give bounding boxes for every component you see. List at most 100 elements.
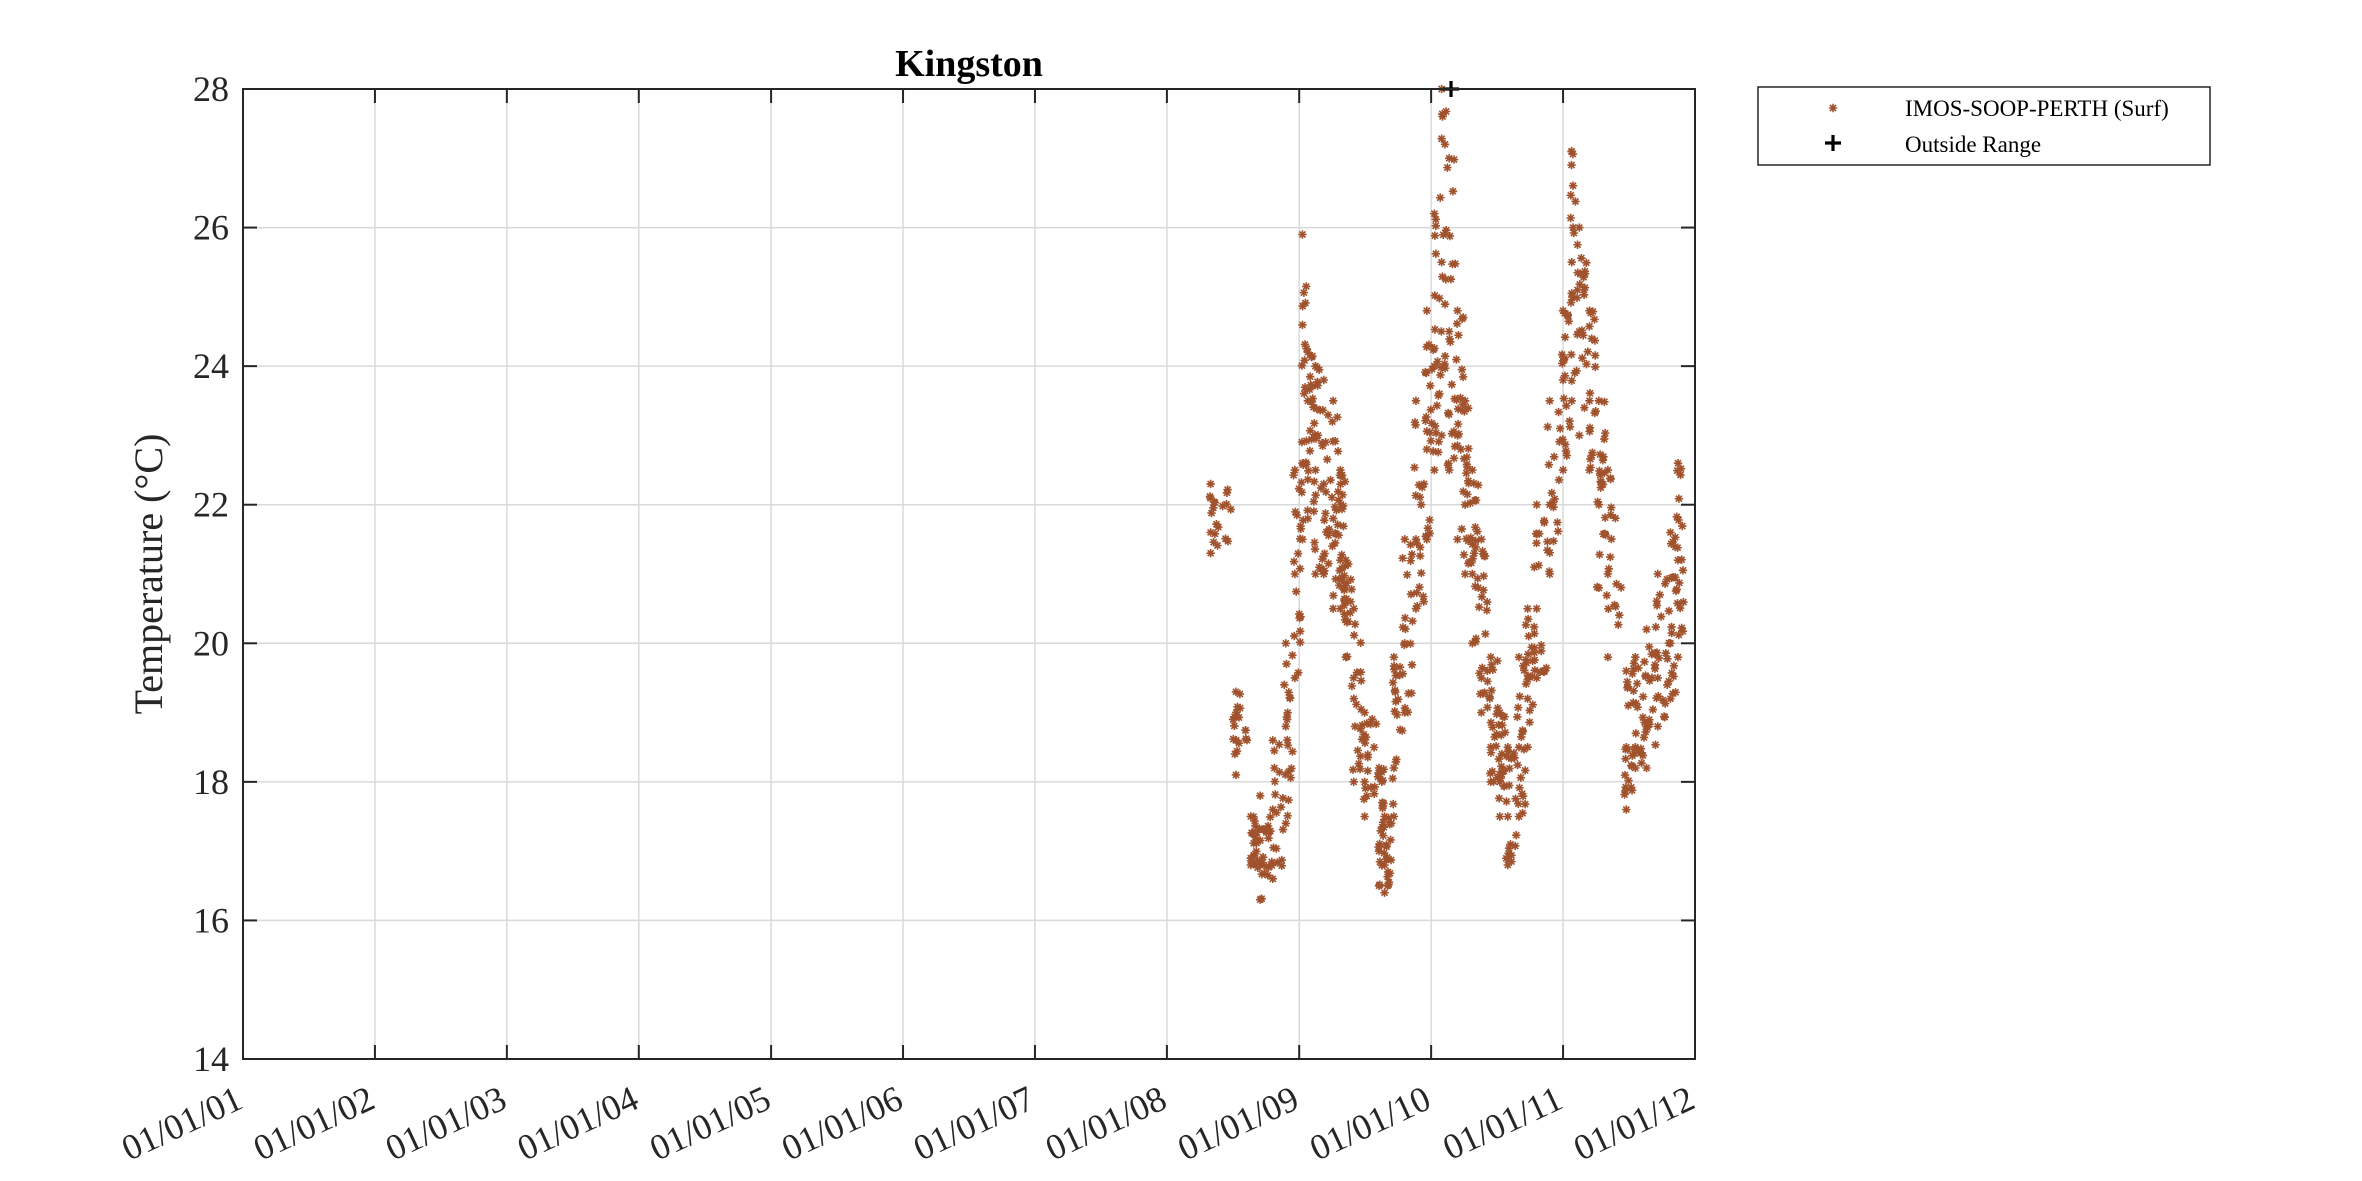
- data-point: [1543, 422, 1552, 432]
- data-point: [1257, 869, 1267, 879]
- data-point: [1567, 289, 1576, 298]
- data-point: [1471, 582, 1480, 591]
- data-point: [1647, 649, 1656, 659]
- data-point: [1600, 397, 1609, 406]
- data-point: [1607, 534, 1616, 544]
- data-point: [1350, 722, 1360, 731]
- data-point: [1380, 812, 1389, 821]
- data-point: [1333, 447, 1343, 456]
- data-point: [1431, 221, 1441, 230]
- data-point: [1312, 404, 1321, 414]
- data-point: [1587, 334, 1596, 343]
- data-point: [1454, 429, 1464, 439]
- data-point: [1669, 661, 1679, 671]
- data-point: [1389, 799, 1398, 809]
- data-point: [1530, 643, 1539, 653]
- data-point: [1445, 327, 1454, 336]
- data-point: [1477, 673, 1486, 683]
- data-point: [1306, 380, 1316, 390]
- data-point: [1594, 396, 1604, 405]
- data-point: [1331, 574, 1340, 584]
- data-point: [1363, 766, 1372, 776]
- data-point: [1275, 767, 1284, 777]
- data-point: [1521, 679, 1531, 689]
- data-point: [1513, 760, 1522, 770]
- data-point: [1278, 794, 1288, 803]
- data-point: [1463, 490, 1472, 499]
- data-point: [1517, 732, 1526, 742]
- data-point: [1218, 501, 1227, 511]
- data-point: [1479, 585, 1488, 595]
- data-point: [1496, 773, 1505, 783]
- data-point: [1253, 856, 1262, 866]
- data-point: [1268, 736, 1278, 745]
- data-point: [1528, 672, 1537, 681]
- data-point: [1400, 703, 1410, 713]
- data-point: [1456, 405, 1465, 414]
- data-point: [1664, 638, 1674, 648]
- data-point: [1585, 423, 1595, 433]
- data-point: [1308, 394, 1317, 403]
- data-point: [1462, 534, 1471, 543]
- data-point: [1360, 777, 1369, 787]
- data-point: [1390, 707, 1399, 716]
- data-point: [1677, 623, 1686, 633]
- data-point: [1543, 537, 1552, 546]
- x-tick-label: 01/01/03: [379, 1078, 512, 1168]
- data-point: [1377, 777, 1387, 786]
- data-point: [1622, 666, 1631, 676]
- data-point: [1494, 794, 1504, 803]
- data-point: [1464, 444, 1473, 453]
- data-point: [1296, 627, 1305, 636]
- data-point: [1437, 134, 1446, 143]
- data-point: [1223, 485, 1232, 494]
- data-point: [1346, 575, 1355, 584]
- data-point: [1593, 497, 1602, 506]
- data-point: [1226, 505, 1235, 514]
- data-point: [1513, 712, 1522, 722]
- data-point: [1422, 427, 1432, 436]
- data-point: [1505, 764, 1514, 773]
- data-point: [1678, 566, 1688, 575]
- data-point: [1507, 754, 1516, 763]
- data-point: [1309, 507, 1319, 516]
- data-point: [1294, 484, 1304, 493]
- data-point: [1358, 721, 1367, 730]
- data-point: [1443, 408, 1453, 418]
- data-point: [1363, 750, 1372, 759]
- data-point: [1273, 858, 1282, 867]
- data-point: [1469, 479, 1478, 488]
- data-point: [1250, 816, 1259, 826]
- data-point: [1579, 331, 1588, 340]
- y-tick-label: 20: [193, 623, 229, 663]
- data-point: [1468, 639, 1477, 648]
- data-point: [1565, 416, 1574, 426]
- data-point: [1329, 591, 1338, 600]
- data-point: [1319, 551, 1328, 561]
- data-point: [1355, 764, 1365, 774]
- data-point: [1573, 330, 1582, 339]
- y-tick-label: 22: [193, 485, 229, 525]
- data-point: [1429, 345, 1438, 354]
- data-point: [1280, 680, 1289, 690]
- data-point: [1640, 718, 1649, 727]
- data-point: [1260, 869, 1269, 878]
- data-point: [1585, 306, 1594, 315]
- data-point: [1453, 535, 1462, 544]
- data-point: [1379, 799, 1388, 808]
- data-point: [1530, 629, 1539, 638]
- data-point: [1579, 290, 1589, 299]
- data-point: [1384, 813, 1393, 823]
- data-point: [1389, 763, 1399, 773]
- data-point: [1349, 694, 1358, 703]
- data-point: [1341, 561, 1350, 571]
- data-point: [1356, 724, 1365, 733]
- data-point: [1374, 842, 1383, 852]
- data-point: [1652, 693, 1661, 703]
- data-point: [1495, 777, 1505, 787]
- data-point: [1582, 359, 1591, 369]
- data-point: [1222, 500, 1231, 509]
- data-point: [1235, 689, 1245, 699]
- data-point: [1313, 377, 1322, 386]
- data-point: [1536, 646, 1546, 656]
